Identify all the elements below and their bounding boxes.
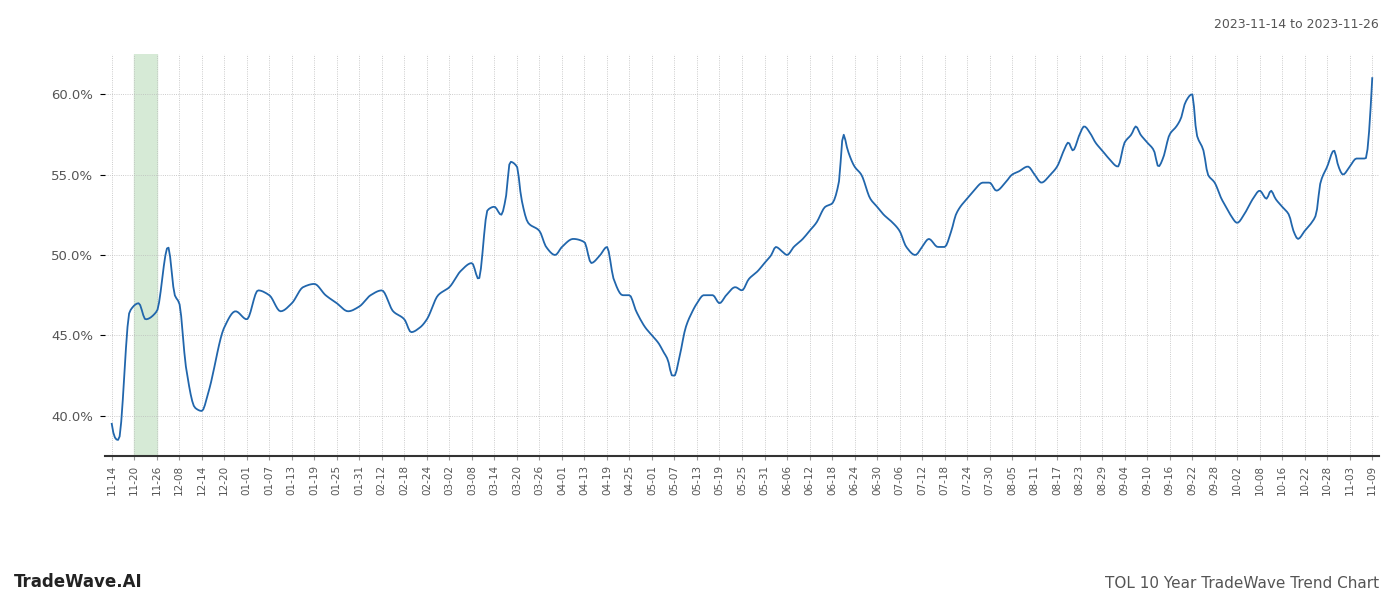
Text: TradeWave.AI: TradeWave.AI bbox=[14, 573, 143, 591]
Text: 2023-11-14 to 2023-11-26: 2023-11-14 to 2023-11-26 bbox=[1214, 18, 1379, 31]
Text: TOL 10 Year TradeWave Trend Chart: TOL 10 Year TradeWave Trend Chart bbox=[1105, 576, 1379, 591]
Bar bbox=[134, 54, 157, 456]
